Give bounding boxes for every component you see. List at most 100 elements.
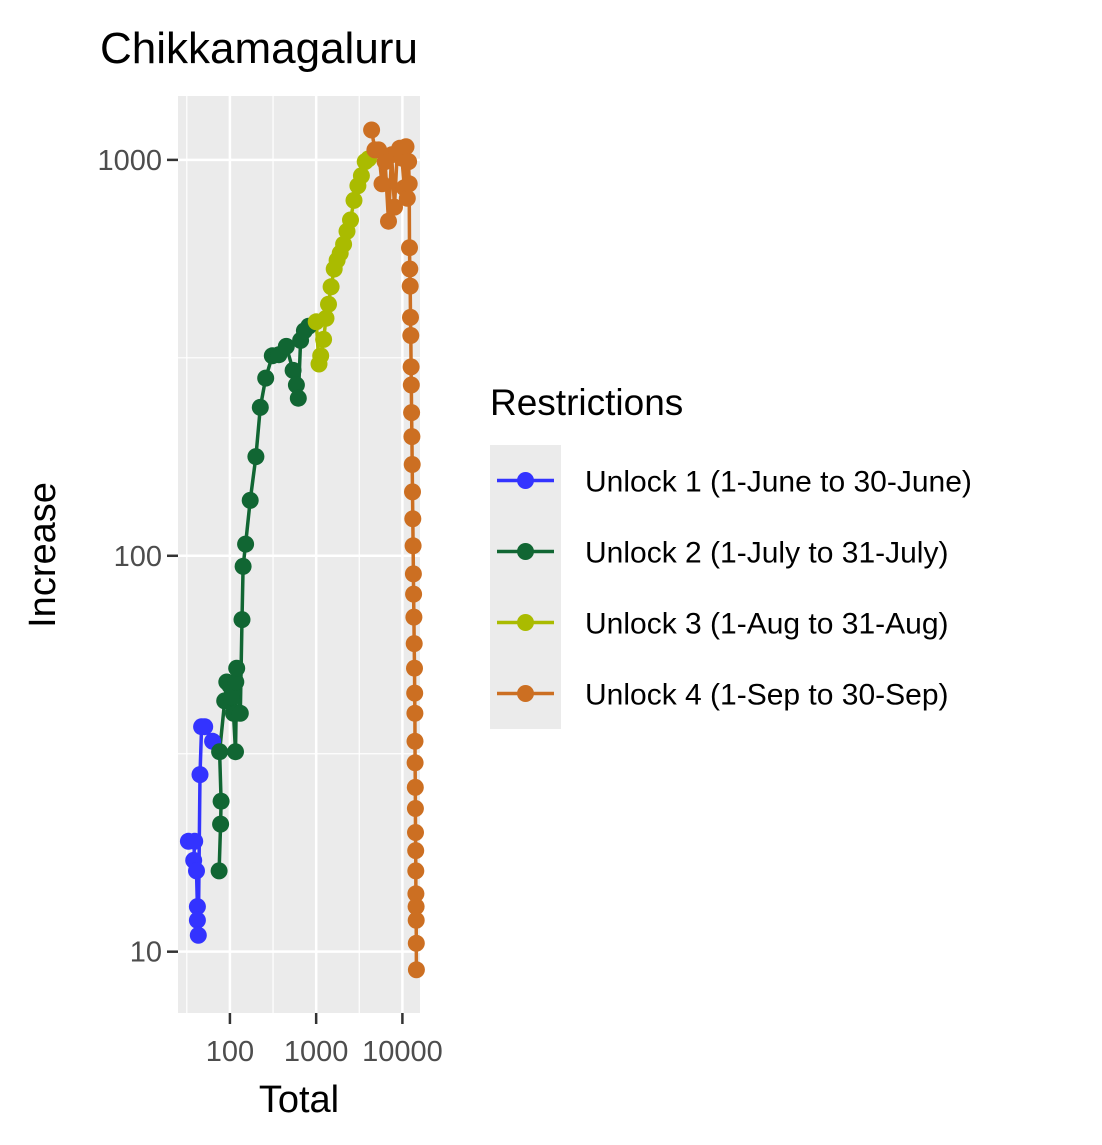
series-2-point — [227, 743, 244, 761]
series-2-point — [257, 369, 275, 387]
series-3-point — [315, 330, 333, 348]
series-4-point — [401, 277, 419, 295]
series-2-point — [234, 557, 252, 575]
x-tick-label: 1000 — [284, 1036, 349, 1068]
series-2-point — [212, 815, 230, 833]
series-4-point — [403, 428, 421, 446]
series-2-point — [277, 337, 295, 355]
y-tick-label: 100 — [114, 541, 162, 573]
series-4-point — [407, 824, 424, 841]
series-4-point — [405, 608, 423, 626]
series-2-point — [287, 376, 305, 394]
series-3-point — [335, 235, 353, 253]
series-4-point — [404, 483, 421, 501]
series-4-point — [380, 212, 397, 230]
series-layer — [179, 121, 425, 979]
legend-items: Unlock 1 (1-June to 30-June) Unlock 2 (1-… — [490, 445, 972, 729]
series-4-point — [403, 404, 421, 422]
series-4-point — [407, 934, 425, 952]
series-2-point — [241, 491, 259, 509]
chart-title: Chikkamagaluru — [100, 24, 418, 73]
series-2-point — [251, 398, 269, 416]
series-4-point — [406, 732, 424, 750]
legend-label: Unlock 2 (1-July to 31-July) — [585, 537, 948, 570]
legend-label: Unlock 3 (1-Aug to 31-Aug) — [585, 608, 949, 641]
y-axis: 10 100 1000 — [97, 145, 178, 969]
series-2-point — [227, 673, 245, 691]
y-tick-label: 1000 — [97, 145, 162, 177]
x-axis-title: Total — [259, 1079, 339, 1121]
series-4-point — [401, 260, 419, 278]
series-2-point — [228, 659, 246, 677]
series-4-point — [363, 121, 381, 139]
series-4-point — [400, 175, 418, 193]
legend: Restrictions Unlock 1 (1-June to 30-June… — [490, 382, 972, 729]
y-tick-label: 10 — [130, 937, 162, 969]
series-4-point — [403, 456, 421, 473]
series-4-point — [405, 585, 423, 603]
legend-label: Unlock 4 (1-Sep to 30-Sep) — [585, 679, 949, 712]
series-4-point — [401, 239, 418, 257]
x-tick-label: 10000 — [362, 1036, 443, 1068]
series-1-point — [196, 718, 214, 736]
y-axis-title: Increase — [22, 482, 64, 628]
series-4-point — [407, 961, 425, 979]
series-4-point — [402, 327, 420, 344]
series-4-point — [402, 308, 419, 326]
series-1-point — [188, 911, 206, 929]
series-4-point — [404, 537, 422, 555]
series-3-point — [352, 167, 370, 185]
series-4-point — [402, 376, 420, 394]
series-1-point — [186, 832, 204, 850]
series-2-point — [211, 743, 229, 761]
series-3-point — [317, 309, 335, 327]
x-axis: 100 1000 10000 — [206, 1013, 443, 1068]
series-4-point — [397, 138, 415, 156]
series-4-point — [407, 898, 425, 916]
series-4-point — [406, 800, 424, 817]
legend-label: Unlock 1 (1-June to 30-June) — [585, 466, 972, 499]
series-3-point — [342, 211, 359, 229]
x-tick-label: 100 — [206, 1036, 254, 1068]
series-4-point — [406, 704, 424, 722]
series-1-point — [188, 862, 205, 880]
series-4-point — [402, 358, 420, 376]
series-3-point — [320, 295, 337, 313]
series-2-point — [222, 688, 240, 706]
legend-key-point — [517, 472, 534, 489]
series-4-point — [400, 153, 418, 171]
series-4-point — [407, 862, 425, 880]
series-4-point — [406, 684, 424, 702]
series-3-point — [312, 347, 330, 365]
legend-key-point — [517, 614, 534, 631]
series-4-point — [404, 510, 422, 528]
series-3-point — [322, 278, 340, 296]
series-4-point — [406, 754, 424, 772]
series-1-point — [189, 926, 207, 944]
series-4-point — [405, 635, 423, 653]
series-2-point — [289, 389, 307, 407]
legend-key-point — [517, 685, 534, 702]
legend-key-background — [490, 445, 561, 729]
series-4-point — [398, 189, 416, 207]
series-3-point — [345, 191, 363, 209]
series-2-point — [233, 611, 251, 629]
series-2-point — [247, 448, 265, 466]
series-2-point — [212, 792, 230, 810]
series-2-point — [237, 535, 255, 553]
legend-key-point — [517, 543, 534, 560]
series-2-point — [284, 361, 302, 379]
series-4-point — [404, 565, 422, 583]
series-1-point — [188, 898, 206, 916]
series-4-point — [407, 911, 425, 929]
series-4-point — [407, 842, 425, 860]
series-4-point — [386, 198, 403, 216]
series-2-point — [231, 704, 249, 722]
series-4-point — [406, 778, 424, 796]
series-4-point — [407, 885, 425, 903]
legend-title: Restrictions — [490, 382, 683, 423]
series-1-point — [191, 766, 209, 784]
series-4-point — [406, 659, 423, 677]
series-4-point — [373, 175, 391, 193]
